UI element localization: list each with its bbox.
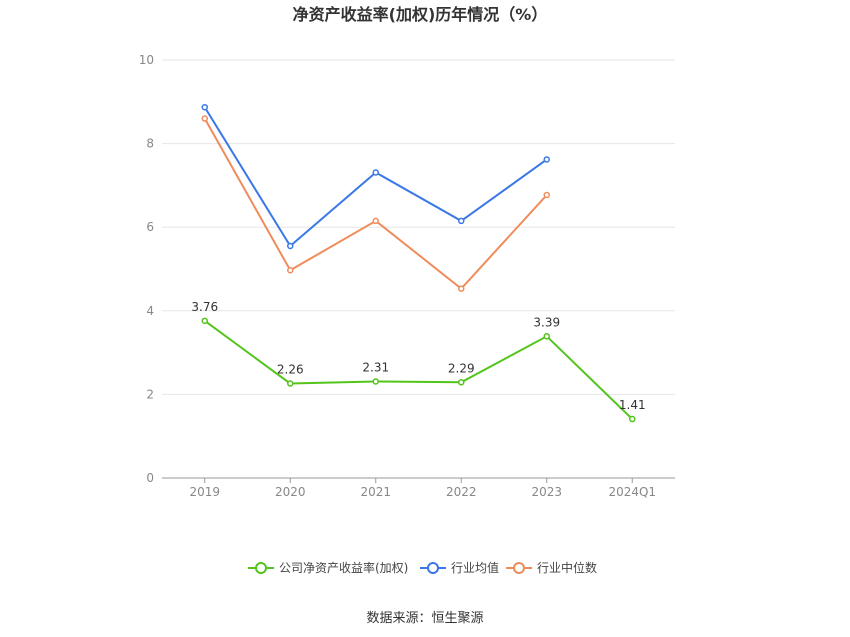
data-point bbox=[629, 415, 636, 423]
legend-item-0: 公司净资产收益率(加权) bbox=[248, 560, 408, 575]
data-point bbox=[458, 217, 465, 225]
y-tick-label: 10 bbox=[139, 53, 154, 67]
data-label: 1.41 bbox=[619, 398, 646, 412]
data-point bbox=[458, 379, 465, 386]
x-tick-label: 2021 bbox=[360, 485, 391, 499]
y-tick-label: 0 bbox=[146, 471, 154, 485]
y-tick-label: 4 bbox=[146, 304, 154, 318]
legend-item-2: 行业中位数 bbox=[506, 560, 597, 575]
grid bbox=[162, 59, 675, 395]
legend-marker bbox=[427, 562, 439, 574]
legend-marker bbox=[513, 562, 525, 574]
y-axis: 0 2 4 6 8 10 bbox=[139, 53, 154, 485]
data-label: 2.29 bbox=[448, 361, 475, 375]
data-point bbox=[543, 191, 550, 199]
data-point bbox=[287, 242, 294, 250]
data-point bbox=[543, 156, 550, 163]
series-line bbox=[204, 320, 633, 420]
data-point bbox=[287, 380, 294, 387]
data-label: 3.39 bbox=[533, 315, 560, 329]
data-label: 2.31 bbox=[362, 360, 389, 374]
data-point bbox=[287, 267, 294, 274]
legend-label: 行业中位数 bbox=[537, 560, 597, 575]
legend-label: 行业均值 bbox=[451, 560, 499, 575]
legend-item-1: 行业均值 bbox=[420, 560, 499, 575]
legend-marker bbox=[255, 562, 267, 574]
legend-label: 公司净资产收益率(加权) bbox=[279, 560, 408, 575]
data-point bbox=[372, 217, 379, 225]
legend: 公司净资产收益率(加权) 行业均值 行业中位数 bbox=[248, 560, 597, 575]
series-1 bbox=[201, 103, 550, 250]
data-label: 2.26 bbox=[277, 363, 304, 377]
x-tick-label: 2020 bbox=[275, 485, 306, 499]
series-line bbox=[203, 106, 548, 248]
data-label: 3.76 bbox=[191, 300, 218, 314]
y-tick-label: 2 bbox=[146, 387, 154, 401]
x-tick-label: 2023 bbox=[531, 485, 562, 499]
data-point bbox=[458, 285, 465, 292]
series-2 bbox=[201, 115, 550, 292]
x-axis: 2019 2020 2021 2022 2023 2024Q1 bbox=[162, 477, 675, 499]
data-point bbox=[201, 317, 208, 325]
x-tick-label: 2022 bbox=[446, 485, 477, 499]
source-note: 数据来源：恒生聚源 bbox=[366, 611, 483, 626]
series-layer: 3.76 2.26 2.31 2.29 3.39 1.41 bbox=[191, 103, 646, 423]
data-point bbox=[372, 169, 379, 176]
series-0: 3.76 2.26 2.31 2.29 3.39 1.41 bbox=[191, 300, 646, 423]
y-tick-label: 6 bbox=[146, 220, 154, 234]
data-point bbox=[543, 333, 550, 340]
x-tick-label: 2019 bbox=[189, 485, 220, 499]
data-point bbox=[372, 378, 379, 385]
chart-title: 净资产收益率(加权)历年情况（%） bbox=[293, 5, 548, 24]
x-tick-label: 2024Q1 bbox=[608, 485, 656, 499]
data-point bbox=[201, 103, 208, 111]
data-point bbox=[201, 115, 208, 122]
y-tick-label: 8 bbox=[146, 137, 154, 151]
